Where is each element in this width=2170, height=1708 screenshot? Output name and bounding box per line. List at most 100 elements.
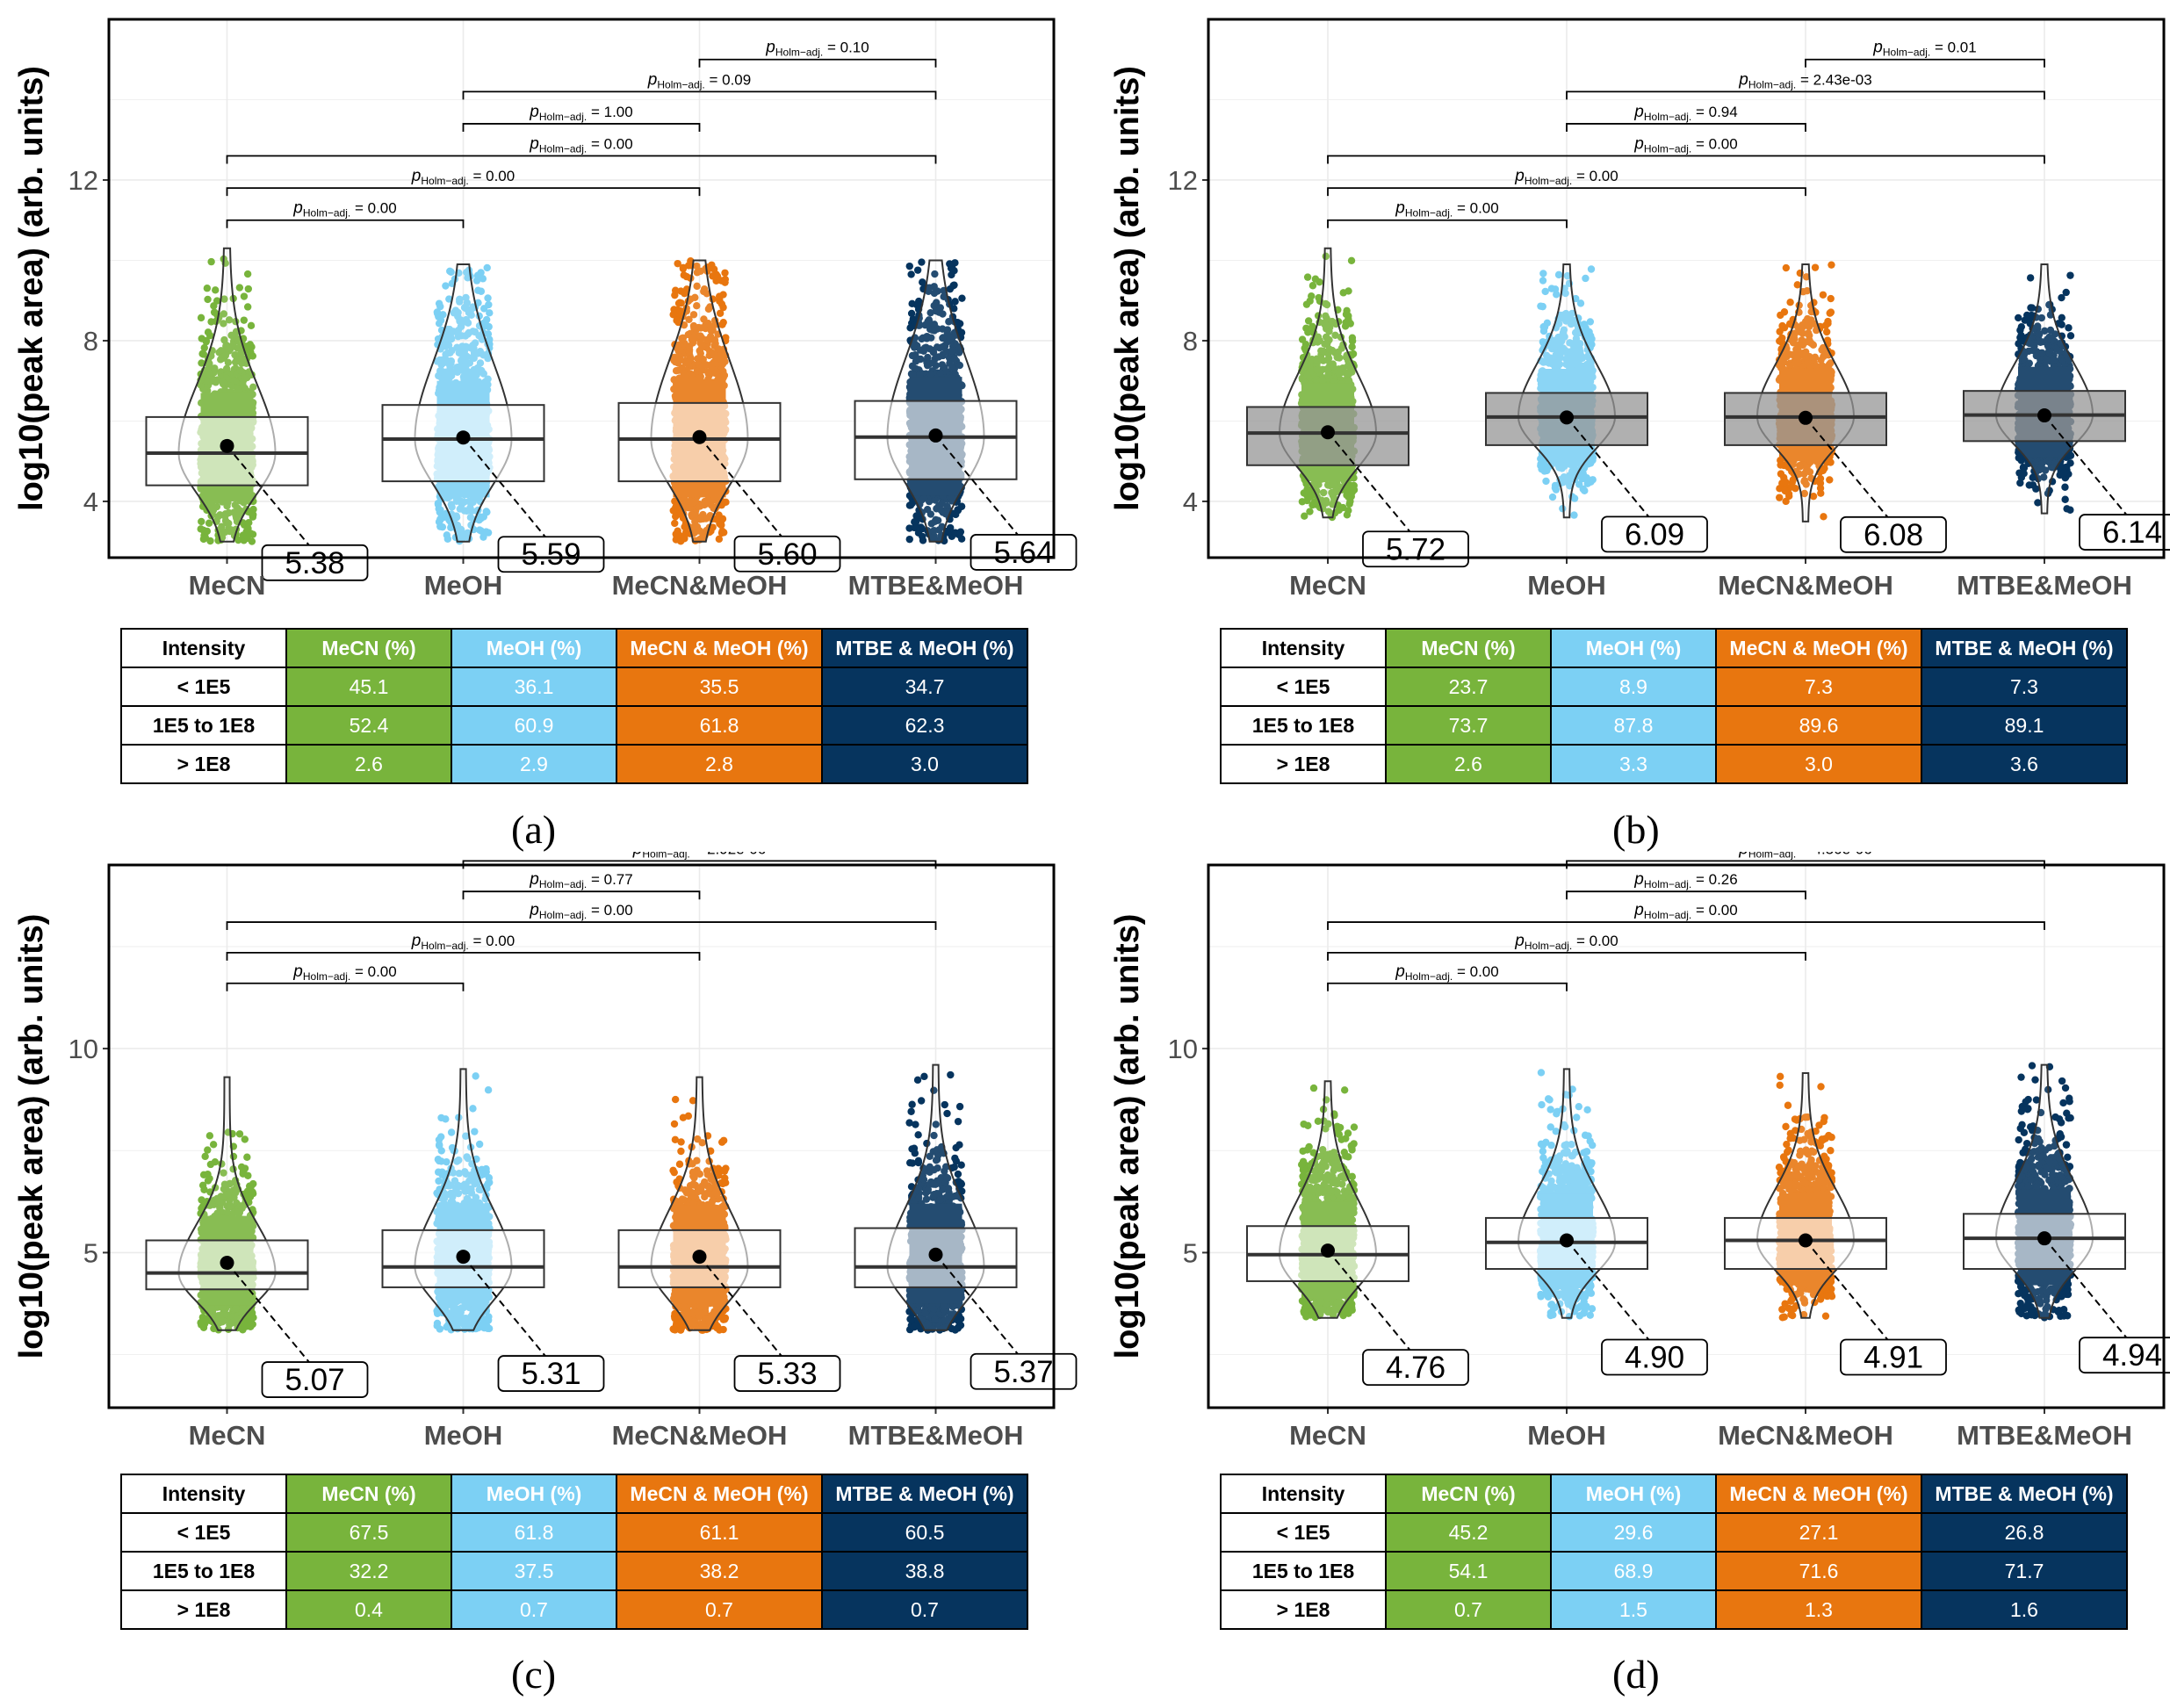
- y-tick-label: 12: [68, 165, 98, 196]
- jitter-point: [1298, 498, 1307, 506]
- jitter-point: [243, 270, 252, 278]
- jitter-point: [243, 342, 251, 350]
- x-tick-label: MeCN&MeOH: [612, 570, 788, 601]
- jitter-point: [212, 286, 220, 294]
- comparison-bracket: [1805, 58, 2045, 68]
- jitter-point: [674, 299, 683, 307]
- jitter-point: [477, 269, 485, 277]
- table-cell: 2.8: [616, 744, 823, 784]
- jitter-point: [716, 309, 725, 317]
- jitter-point: [225, 519, 233, 528]
- jitter-point: [456, 298, 464, 306]
- jitter-point: [198, 517, 205, 526]
- comparison-p-label: pHolm−adj. = 0.01: [1872, 39, 1976, 59]
- jitter-point: [460, 507, 469, 515]
- jitter-point: [907, 309, 916, 318]
- jitter-point: [473, 367, 482, 375]
- group-MeOH: 5.59: [381, 263, 605, 573]
- comparison-bracket: [1566, 123, 1806, 132]
- jitter-point: [221, 512, 229, 520]
- jitter-point: [715, 511, 723, 519]
- jitter-point: [207, 318, 215, 326]
- group-MeOH: 6.09: [1485, 263, 1708, 553]
- jitter-point: [1548, 493, 1557, 501]
- jitter-point: [220, 295, 228, 303]
- jitter-point: [717, 300, 726, 308]
- jitter-point: [1316, 277, 1323, 286]
- group-MeCN: 5.72: [1246, 247, 1469, 568]
- comparison-p-label: pHolm−adj. = 0.00: [411, 167, 515, 187]
- jitter-point: [444, 341, 453, 350]
- jitter-point: [905, 535, 913, 544]
- jitter-point: [229, 340, 237, 349]
- jitter-point: [207, 257, 215, 266]
- jitter-point: [918, 524, 926, 533]
- stats-table-a: Intensity MeCN (%) MeOH (%) MeCN & MeOH (%)…: [120, 628, 1028, 784]
- comparison-bracket: [462, 123, 701, 132]
- jitter-point: [225, 316, 234, 324]
- jitter-point: [221, 351, 230, 360]
- jitter-point: [907, 270, 915, 278]
- jitter-point: [211, 364, 219, 372]
- violin: [650, 259, 749, 543]
- jitter-point: [482, 315, 491, 324]
- table-cell: 2.6: [285, 744, 452, 784]
- panel-b: pHolm−adj. = 0.00 pHolm−adj. = 0.00 pHolm−…: [1085, 0, 2170, 854]
- y-axis-label: log10(peak area) (arb. units): [13, 66, 50, 511]
- jitter-point: [672, 530, 680, 538]
- jitter-point: [245, 519, 253, 527]
- comparison-bracket: [698, 58, 937, 68]
- jitter-point: [447, 335, 456, 343]
- jitter-point: [209, 376, 218, 384]
- comparison-bracket: [226, 187, 701, 197]
- table-cell: 35.5: [616, 667, 823, 707]
- jitter-point: [470, 354, 478, 363]
- jitter-point: [1308, 322, 1316, 331]
- mean-label: 5.64: [993, 536, 1053, 570]
- comparison-p-label: pHolm−adj. = 1.00: [529, 103, 632, 123]
- jitter-point: [681, 289, 688, 298]
- comparison-p-label: pHolm−adj. = 0.00: [1395, 199, 1498, 220]
- jitter-point: [1300, 489, 1308, 497]
- jitter-point: [1308, 282, 1317, 290]
- jitter-point: [436, 522, 444, 530]
- jitter-point: [721, 275, 730, 284]
- table-header-cell: Intensity: [120, 628, 287, 668]
- caption-a: (a): [511, 807, 557, 852]
- jitter-point: [202, 377, 211, 385]
- jitter-point: [479, 513, 487, 521]
- jitter-point: [486, 309, 494, 317]
- comparison-p-label: pHolm−adj. = 0.00: [529, 135, 632, 155]
- jitter-point: [1303, 273, 1312, 281]
- table-cell: 1E5 to 1E8: [120, 705, 287, 746]
- mean-leader: [226, 445, 312, 548]
- comparison-p-label: pHolm−adj. = 0.00: [292, 199, 396, 220]
- jitter-point: [948, 270, 955, 279]
- jitter-point: [221, 528, 229, 537]
- jitter-point: [240, 316, 249, 324]
- jitter-point: [454, 308, 462, 317]
- jitter-point: [1570, 511, 1578, 519]
- jitter-point: [240, 292, 249, 300]
- jitter-point: [1346, 320, 1354, 328]
- jitter-point: [906, 501, 915, 509]
- jitter-point: [200, 343, 208, 352]
- jitter-point: [219, 378, 227, 386]
- table-row: 1E5 to 1E8 52.4 60.9 61.8 62.3: [120, 705, 1028, 746]
- jitter-point: [1339, 503, 1347, 512]
- x-tick-label: MeCN: [189, 570, 266, 601]
- violin: [414, 263, 513, 543]
- jitter-point: [249, 510, 257, 519]
- plot-area-a: pHolm−adj. = 0.00 pHolm−adj. = 0.00 pHolm−…: [109, 18, 1078, 581]
- jitter-point: [198, 359, 205, 367]
- jitter-point: [248, 537, 256, 545]
- jitter-point: [220, 335, 228, 344]
- jitter-point: [958, 294, 966, 302]
- jitter-point: [682, 272, 691, 281]
- comparison-p-label: pHolm−adj. = 2.43e-03: [1738, 70, 1871, 90]
- table-cell: 36.1: [451, 667, 617, 707]
- jitter-point: [227, 331, 235, 340]
- jitter-point: [715, 292, 724, 300]
- table-header-row: Intensity MeCN (%) MeOH (%) MeCN & MeOH (%)…: [120, 628, 1028, 668]
